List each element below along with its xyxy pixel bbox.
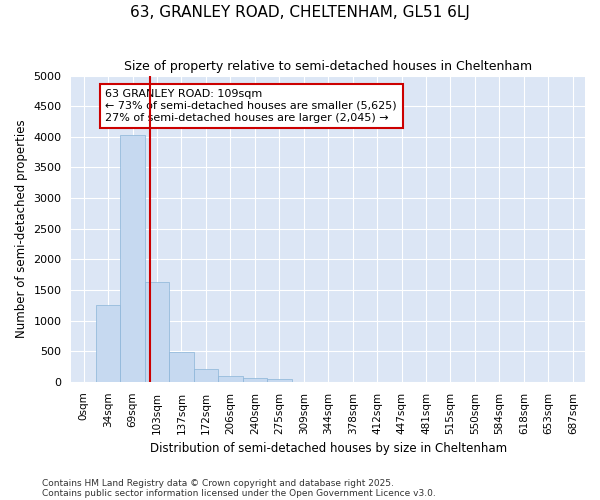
Bar xyxy=(145,282,169,382)
Bar xyxy=(218,376,242,382)
Text: 63 GRANLEY ROAD: 109sqm
← 73% of semi-detached houses are smaller (5,625)
27% of: 63 GRANLEY ROAD: 109sqm ← 73% of semi-de… xyxy=(106,90,397,122)
Bar xyxy=(96,306,121,382)
Bar xyxy=(121,135,145,382)
Bar xyxy=(242,378,267,382)
Text: 63, GRANLEY ROAD, CHELTENHAM, GL51 6LJ: 63, GRANLEY ROAD, CHELTENHAM, GL51 6LJ xyxy=(130,5,470,20)
Title: Size of property relative to semi-detached houses in Cheltenham: Size of property relative to semi-detach… xyxy=(124,60,532,73)
Text: Contains HM Land Registry data © Crown copyright and database right 2025.: Contains HM Land Registry data © Crown c… xyxy=(42,478,394,488)
Bar xyxy=(267,380,292,382)
Y-axis label: Number of semi-detached properties: Number of semi-detached properties xyxy=(15,120,28,338)
Text: Contains public sector information licensed under the Open Government Licence v3: Contains public sector information licen… xyxy=(42,488,436,498)
Bar xyxy=(169,352,194,382)
Bar xyxy=(194,368,218,382)
X-axis label: Distribution of semi-detached houses by size in Cheltenham: Distribution of semi-detached houses by … xyxy=(149,442,507,455)
